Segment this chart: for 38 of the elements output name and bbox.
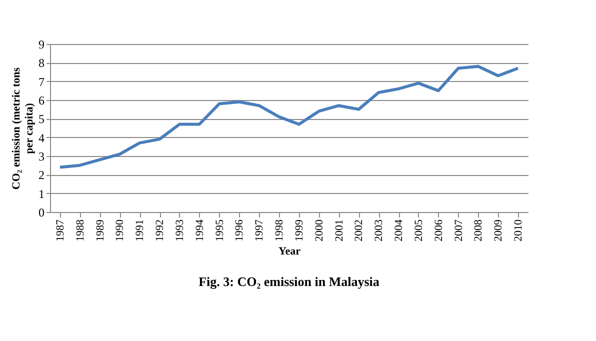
line-series bbox=[58, 64, 520, 169]
x-tick-label: 1990 bbox=[114, 219, 126, 242]
x-tick-label: 1994 bbox=[194, 219, 206, 242]
y-axis-title: CO₂ emission (metric tons per capita) bbox=[10, 66, 36, 190]
x-tick-label: 1987 bbox=[54, 219, 66, 242]
x-tick-label: 1992 bbox=[154, 220, 166, 242]
x-tick-label: 2000 bbox=[313, 219, 326, 242]
x-tick-label: 2006 bbox=[432, 219, 445, 242]
x-tick-label: 2004 bbox=[393, 219, 406, 242]
x-tick-label: 2003 bbox=[373, 219, 386, 242]
y-tick-label: 5 bbox=[38, 112, 44, 126]
x-tick-label: 2001 bbox=[333, 220, 346, 242]
text: Fig. 3: CO₂ emission in Malaysia bbox=[198, 274, 380, 289]
y-tick-label: 6 bbox=[38, 94, 44, 108]
x-tick-label: 2002 bbox=[353, 220, 366, 242]
x-tick-label: 1996 bbox=[234, 219, 246, 242]
x-tick-label: 2007 bbox=[452, 219, 465, 242]
y-tick-label: 8 bbox=[38, 56, 44, 70]
x-tick-label: 1997 bbox=[254, 219, 266, 242]
y-tick-label: 7 bbox=[38, 74, 44, 89]
y-tick-label: 4 bbox=[38, 130, 44, 145]
x-tick-label: 1999 bbox=[293, 219, 306, 242]
y-tick-label: 0 bbox=[38, 206, 44, 220]
x-tick-label: 2005 bbox=[412, 219, 425, 242]
x-tick-label: 1988 bbox=[74, 219, 86, 242]
x-axis-title: Year bbox=[278, 246, 301, 258]
x-tick-label: 1991 bbox=[134, 220, 146, 242]
x-tick-label: 1989 bbox=[94, 219, 106, 242]
x-tick-label: 2008 bbox=[472, 219, 485, 242]
x-tick-label: 2009 bbox=[492, 219, 505, 242]
y-tick-label: 3 bbox=[38, 150, 44, 164]
y-tick-label: 1 bbox=[38, 186, 44, 201]
x-tick-label: 1995 bbox=[214, 219, 226, 242]
y-tick-label: 2 bbox=[38, 168, 44, 182]
x-tick-label: 1998 bbox=[274, 219, 286, 242]
x-tick-label: 2010 bbox=[512, 219, 525, 242]
x-tick-label: 1993 bbox=[174, 219, 186, 242]
y-tick-label: 9 bbox=[38, 38, 44, 52]
